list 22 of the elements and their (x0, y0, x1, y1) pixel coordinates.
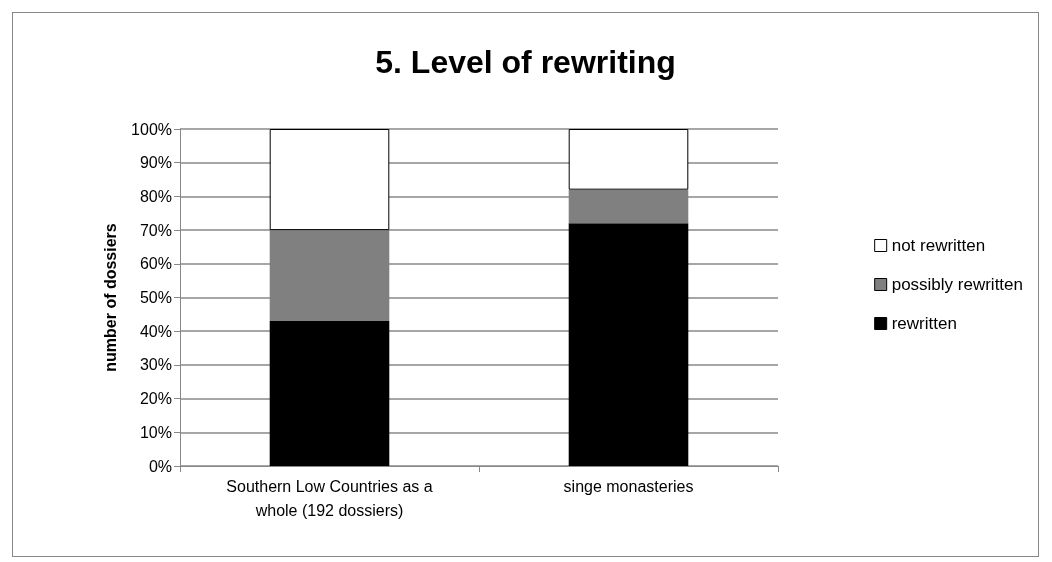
y-tick-label: 40% (139, 322, 172, 340)
legend-label: rewritten (891, 314, 957, 333)
x-tick-label: Southern Low Countries as a whole (192 dossiers) (226, 477, 433, 519)
legend-label: possibly rewritten (891, 275, 1023, 294)
y-tick-label: 70% (139, 221, 172, 239)
y-tick-label: 80% (139, 187, 172, 205)
y-tick-label: 100% (131, 120, 172, 138)
bar (568, 223, 689, 466)
legend-label: not rewritten (891, 236, 986, 255)
y-tick-label: 60% (139, 255, 172, 273)
y-tick-label: 50% (139, 289, 172, 306)
y-axis-title: number of dossiers (101, 223, 119, 372)
bar (568, 129, 689, 190)
bar (269, 129, 390, 231)
bar (269, 321, 390, 466)
y-tick-label: 0% (148, 457, 172, 475)
chart-title: 5. Level of rewriting (375, 44, 676, 80)
y-tick-label: 30% (139, 356, 172, 374)
y-tick-label: 20% (139, 390, 172, 408)
y-tick-label: 10% (139, 423, 172, 441)
x-tick-label: singe monasteries (563, 477, 694, 495)
y-tick-label: 90% (139, 154, 172, 172)
